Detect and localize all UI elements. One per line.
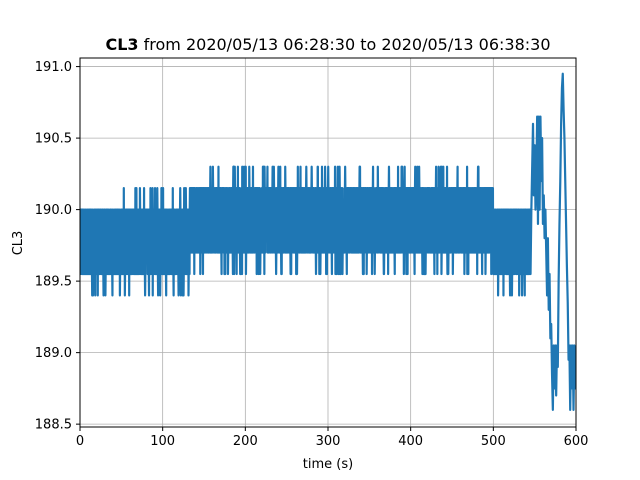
cl3-line [80,72,576,411]
x-tick-label: 0 [76,434,84,449]
x-tick-label: 300 [316,434,341,449]
chart-title-bold: CL3 [105,35,138,54]
chart-title-rest: from 2020/05/13 06:28:30 to 2020/05/13 0… [139,35,551,54]
x-axis-label: time (s) [303,457,353,472]
y-tick-label: 190.0 [35,203,72,218]
chart-title: CL3 from 2020/05/13 06:28:30 to 2020/05/… [105,35,550,54]
plot-area [80,72,576,411]
y-tick-label: 188.5 [35,418,72,433]
x-tick-label: 200 [233,434,258,449]
y-axis-label: CL3 [11,231,26,256]
x-tick-label: 100 [150,434,175,449]
y-tick-label: 190.5 [35,132,72,147]
y-tick-label: 189.0 [35,346,72,361]
x-axis-ticks: 0 100 200 300 400 500 600 [76,427,589,449]
x-tick-label: 600 [564,434,589,449]
y-tick-label: 189.5 [35,275,72,290]
y-axis-ticks: 188.5 189.0 189.5 190.0 190.5 191.0 [35,60,80,433]
series-cl3 [80,72,576,411]
y-tick-label: 191.0 [35,60,72,75]
x-tick-label: 400 [398,434,423,449]
x-tick-label: 500 [481,434,506,449]
